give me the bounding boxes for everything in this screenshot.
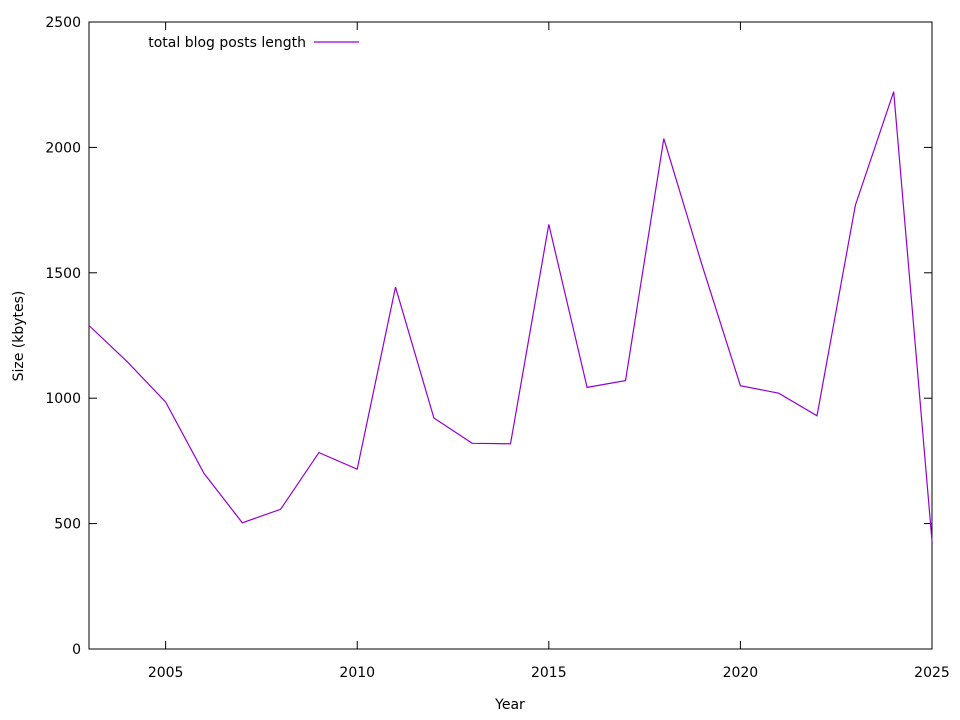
x-tick-label: 2005: [148, 665, 184, 681]
x-tick-label: 2010: [339, 665, 375, 681]
y-axis-label: Size (kbytes): [11, 291, 27, 382]
y-axis: 0 500 1000 1500 2000 2500: [45, 15, 932, 658]
series-line: [88, 91, 933, 542]
y-tick-label: 0: [72, 642, 81, 658]
y-tick-label: 2000: [45, 140, 81, 156]
y-tick-label: 1000: [45, 391, 81, 407]
y-tick-label: 2500: [45, 15, 81, 31]
y-tick-label: 500: [54, 517, 81, 533]
legend-label: total blog posts length: [148, 35, 306, 51]
y-tick-label: 1500: [45, 266, 81, 282]
x-axis-label: Year: [494, 697, 525, 713]
x-axis: 2005 2010 2015 2020 2025: [148, 22, 950, 681]
legend: total blog posts length: [148, 35, 359, 51]
plot-frame: [88, 21, 933, 650]
x-tick-label: 2025: [914, 665, 950, 681]
x-tick-label: 2020: [723, 665, 759, 681]
x-tick-label: 2015: [531, 665, 567, 681]
